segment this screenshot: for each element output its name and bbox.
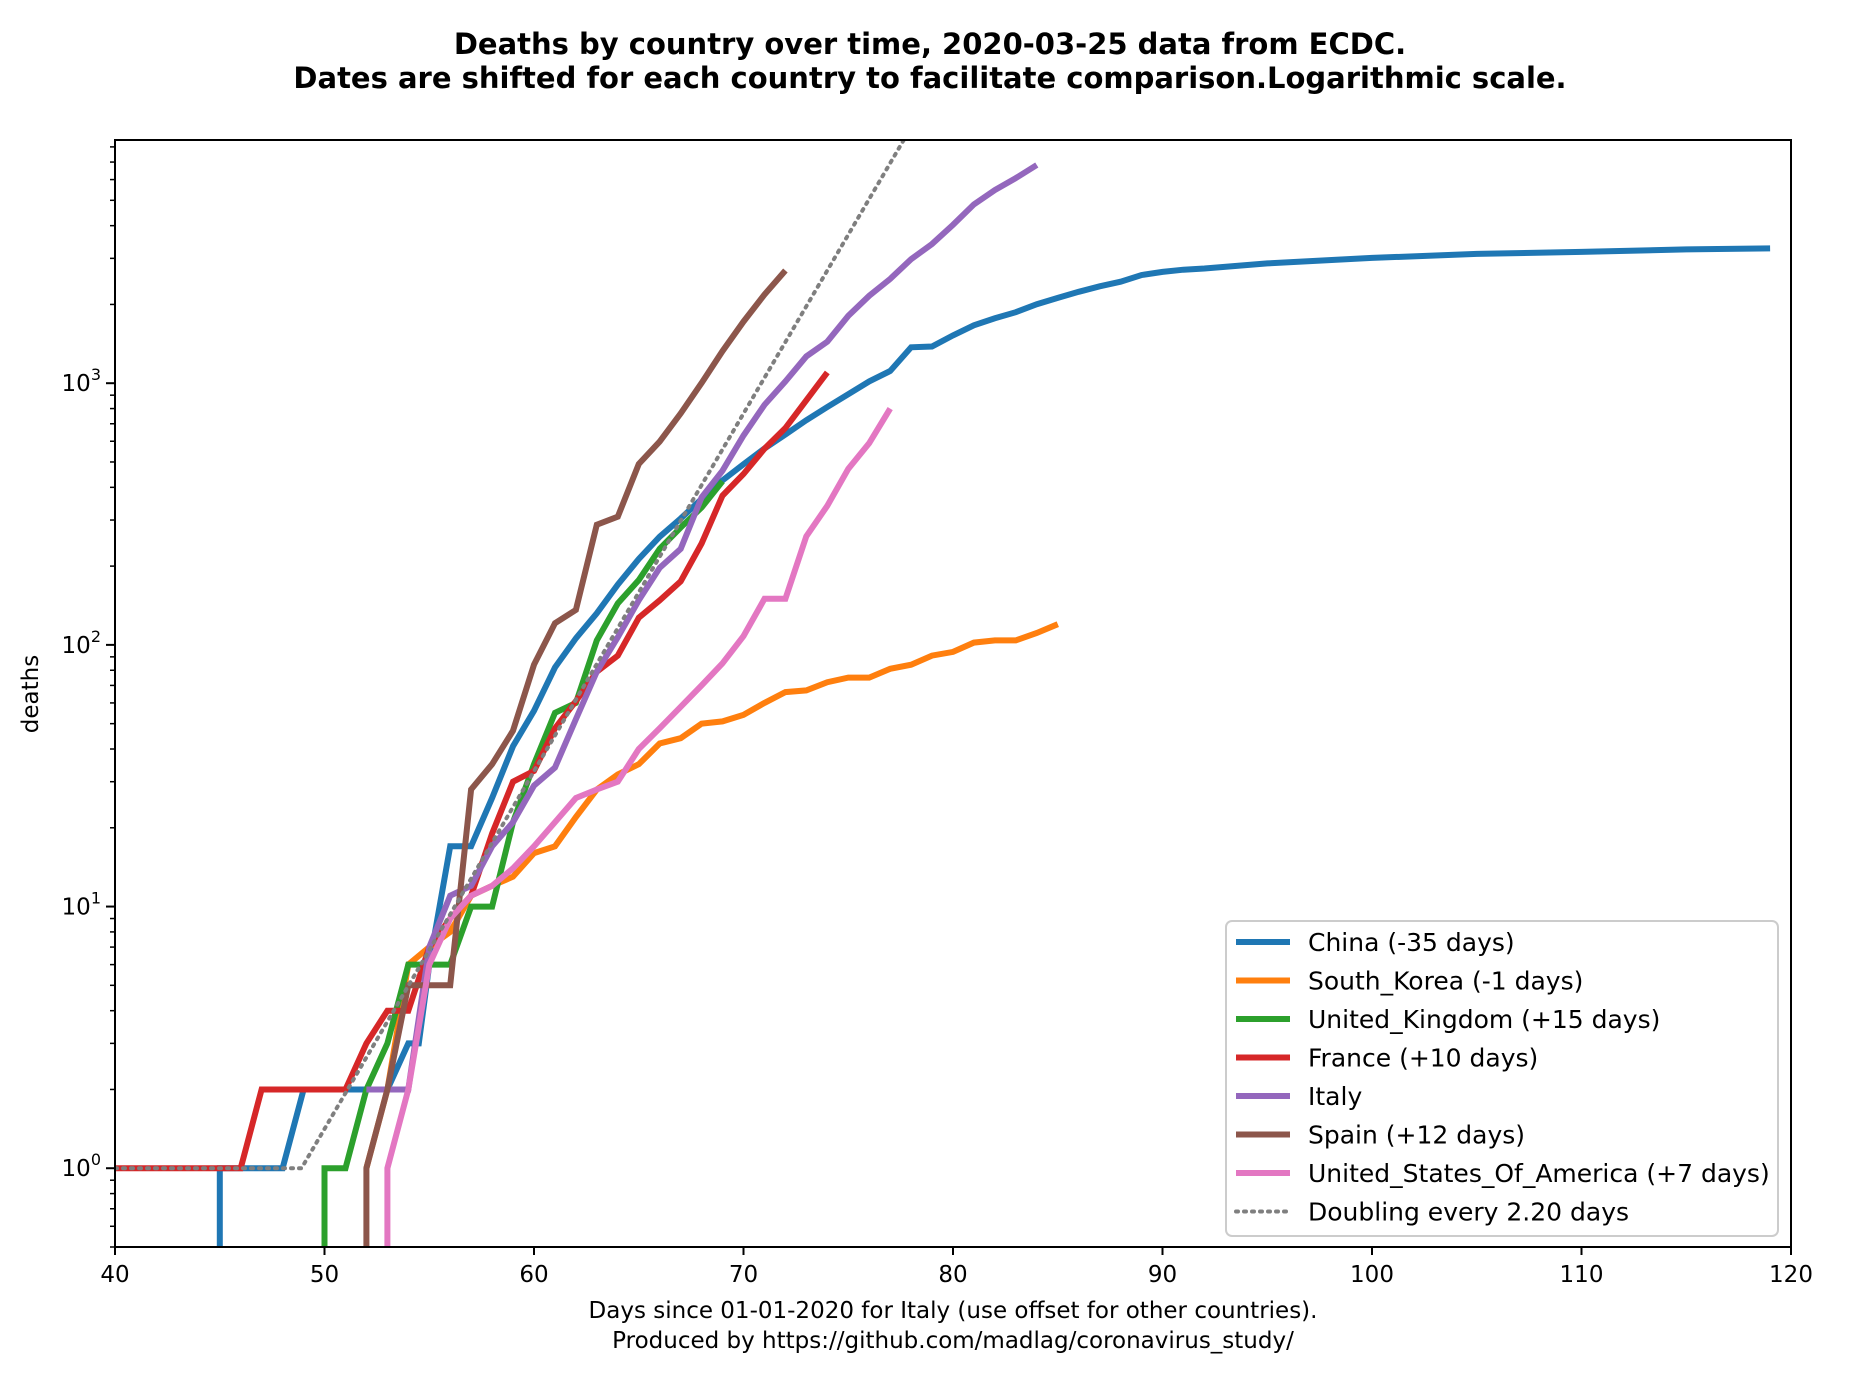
legend-label-2: United_Kingdom (+15 days) (1308, 1005, 1660, 1034)
legend-label-4: Italy (1308, 1082, 1362, 1111)
series-line-4 (366, 162, 1039, 1093)
x-tick-label: 110 (1560, 1262, 1604, 1288)
x-axis-label: Days since 01-01-2020 for Italy (use off… (589, 1298, 1318, 1324)
legend-box (1225, 920, 1779, 1237)
x-axis-label-credit: Produced by https://github.com/madlag/co… (612, 1328, 1294, 1354)
series-line-3 (115, 370, 830, 1172)
legend-label-5: Spain (+12 days) (1308, 1121, 1525, 1150)
x-tick-label: 70 (729, 1262, 758, 1288)
series-line-6 (384, 407, 893, 1247)
legend-label-7: Doubling every 2.20 days (1308, 1198, 1629, 1227)
legend-label-6: United_States_Of_America (+7 days) (1308, 1159, 1770, 1188)
y-tick-label: 103 (62, 365, 101, 397)
legend-label-1: South_Korea (-1 days) (1308, 967, 1583, 996)
legend-label-0: China (-35 days) (1308, 928, 1515, 957)
x-tick-label: 90 (1148, 1262, 1177, 1288)
series-line-5 (363, 268, 788, 1247)
x-tick-label: 80 (938, 1262, 967, 1288)
ticks-layer: 40 50 60 70 80 90 100 110 120 100 101 102 103 (62, 146, 1813, 1288)
y-axis-label: deaths (18, 655, 44, 733)
x-tick-label: 100 (1350, 1262, 1394, 1288)
series-layer (115, 140, 1771, 1247)
legend-label-3: France (+10 days) (1308, 1044, 1538, 1073)
x-tick-label: 50 (310, 1262, 339, 1288)
y-tick-label: 100 (62, 1150, 101, 1182)
series-line-7 (115, 140, 907, 1171)
chart-subtitle: Dates are shifted for each country to fa… (293, 61, 1566, 95)
y-tick-label: 101 (62, 889, 101, 921)
x-tick-label: 40 (100, 1262, 129, 1288)
chart-title: Deaths by country over time, 2020-03-25 … (454, 27, 1406, 61)
x-tick-label: 120 (1769, 1262, 1813, 1288)
legend: China (-35 days) South_Korea (-1 days) Uni… (1225, 920, 1779, 1237)
x-tick-label: 60 (519, 1262, 548, 1288)
y-tick-label: 102 (62, 627, 101, 659)
